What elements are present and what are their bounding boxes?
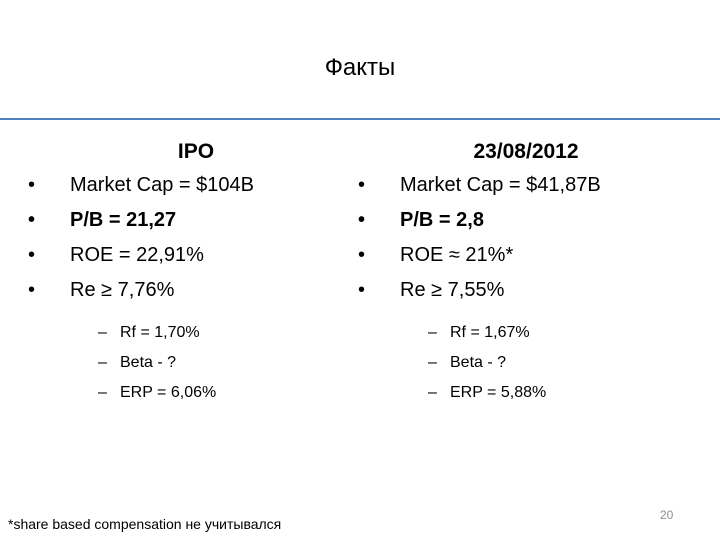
bullet-icon: • xyxy=(28,279,36,301)
dash-icon: – xyxy=(98,354,107,371)
current-market-cap: • Market Cap = $41,87B xyxy=(356,168,696,203)
ipo-market-cap: • Market Cap = $104B xyxy=(26,168,346,203)
bullet-icon: • xyxy=(28,174,36,196)
ipo-column: IPO • Market Cap = $104B • P/B = 21,27 • RO… xyxy=(26,140,346,408)
title-divider xyxy=(0,118,720,120)
bullet-icon: • xyxy=(358,244,366,266)
ipo-roe: • ROE = 22,91% xyxy=(26,238,346,273)
ipo-heading: IPO xyxy=(177,140,215,163)
ipo-beta: – Beta - ? xyxy=(26,348,346,378)
current-pb: • P/B = 2,8 xyxy=(356,203,696,238)
current-bullet-list: • Market Cap = $41,87B • P/B = 2,8 • ROE ≈ … xyxy=(356,168,696,308)
ipo-erp: – ERP = 6,06% xyxy=(26,378,346,408)
current-re: • Re ≥ 7,55% xyxy=(356,273,696,308)
ipo-sub-list: – Rf = 1,70% – Beta - ? – ERP = 6,06% xyxy=(26,318,346,408)
current-beta: – Beta - ? xyxy=(356,348,696,378)
bullet-icon: • xyxy=(358,209,366,231)
dash-icon: – xyxy=(98,384,107,401)
bullet-icon: • xyxy=(28,209,36,231)
ipo-pb: • P/B = 21,27 xyxy=(26,203,346,238)
current-rf: – Rf = 1,67% xyxy=(356,318,696,348)
date-heading: 23/08/2012 xyxy=(473,140,579,163)
ipo-bullet-list: • Market Cap = $104B • P/B = 21,27 • ROE = … xyxy=(26,168,346,308)
bullet-icon: • xyxy=(28,244,36,266)
dash-icon: – xyxy=(428,384,437,401)
current-sub-list: – Rf = 1,67% – Beta - ? – ERP = 5,88% xyxy=(356,318,696,408)
page-number: 20 xyxy=(660,508,674,522)
bullet-icon: • xyxy=(358,174,366,196)
slide-title: Факты xyxy=(324,54,396,81)
dash-icon: – xyxy=(98,324,107,341)
bullet-icon: • xyxy=(358,279,366,301)
footnote: *share based compensation не учитывался xyxy=(8,516,282,532)
current-erp: – ERP = 5,88% xyxy=(356,378,696,408)
current-roe: • ROE ≈ 21%* xyxy=(356,238,696,273)
ipo-rf: – Rf = 1,70% xyxy=(26,318,346,348)
ipo-re: • Re ≥ 7,76% xyxy=(26,273,346,308)
dash-icon: – xyxy=(428,354,437,371)
current-column: 23/08/2012 • Market Cap = $41,87B • P/B = … xyxy=(356,140,696,408)
dash-icon: – xyxy=(428,324,437,341)
